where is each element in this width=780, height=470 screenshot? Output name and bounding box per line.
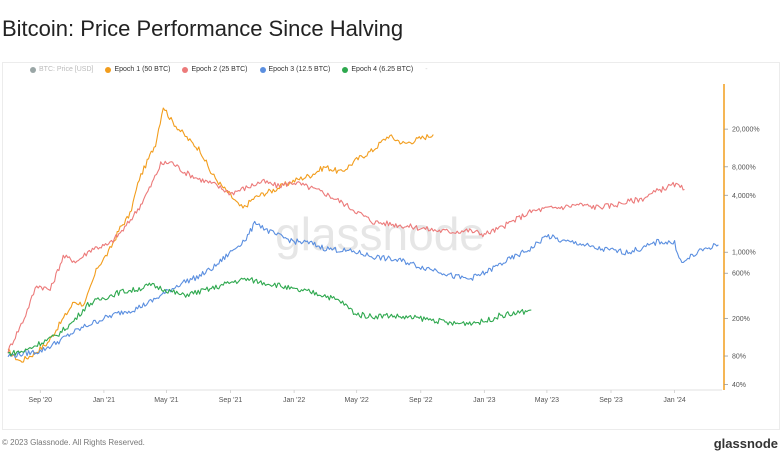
legend-item-btc-price[interactable]: BTC: Price [USD] bbox=[30, 66, 93, 73]
watermark-text: glassnode bbox=[275, 208, 485, 260]
y-tick-label: 8,000% bbox=[732, 164, 756, 171]
legend-dot-epoch-4 bbox=[342, 66, 349, 73]
y-tick-label: 1,000% bbox=[732, 250, 756, 257]
x-tick-label: Jan '24 bbox=[663, 397, 685, 404]
y-tick-label: 600% bbox=[732, 271, 750, 278]
legend-dot-epoch-3 bbox=[259, 66, 266, 73]
legend-dot-epoch-2 bbox=[182, 66, 189, 73]
chart-card bbox=[2, 62, 780, 430]
series-line-epoch-3-12-5-btc bbox=[7, 220, 719, 358]
series-line-epoch-2-25-btc bbox=[7, 160, 685, 354]
x-tick-label: Jan '21 bbox=[93, 397, 115, 404]
x-tick-label: May '22 bbox=[345, 397, 369, 404]
x-tick-label: Jan '23 bbox=[473, 397, 495, 404]
legend-item-epoch-1[interactable]: Epoch 1 (50 BTC) bbox=[105, 66, 170, 73]
x-tick-label: Sep '22 bbox=[409, 397, 433, 404]
legend-more-indicator: - bbox=[425, 66, 428, 73]
chart-legend: BTC: Price [USD] Epoch 1 (50 BTC) Epoch … bbox=[30, 66, 428, 73]
page-title: Bitcoin: Price Performance Since Halving bbox=[2, 16, 404, 41]
legend-item-epoch-2[interactable]: Epoch 2 (25 BTC) bbox=[182, 66, 248, 73]
legend-label-epoch-1: Epoch 1 (50 BTC) bbox=[114, 66, 171, 73]
series-line-epoch-4-6-25-btc bbox=[7, 277, 532, 357]
legend-label-epoch-2: Epoch 2 (25 BTC) bbox=[191, 66, 248, 73]
x-tick-label: Sep '20 bbox=[29, 397, 53, 404]
legend-dot-btc-price bbox=[30, 66, 36, 73]
legend-dot-epoch-1 bbox=[105, 66, 112, 73]
legend-item-epoch-3[interactable]: Epoch 3 (12.5 BTC) bbox=[259, 66, 331, 73]
x-tick-label: May '21 bbox=[154, 397, 178, 404]
brand-logo-text: glassnode bbox=[713, 436, 778, 451]
y-tick-label: 4,000% bbox=[732, 193, 756, 200]
legend-label-epoch-4: Epoch 4 (6.25 BTC) bbox=[351, 66, 414, 73]
y-tick-label: 200% bbox=[732, 316, 750, 323]
legend-label-btc-price: BTC: Price [USD] bbox=[39, 66, 94, 73]
x-tick-label: Sep '23 bbox=[599, 397, 623, 404]
copyright-text: © 2023 Glassnode. All Rights Reserved. bbox=[2, 438, 145, 447]
x-tick-label: May '23 bbox=[535, 397, 559, 404]
x-tick-label: Jan '22 bbox=[283, 397, 305, 404]
y-tick-label: 40% bbox=[732, 382, 746, 389]
y-tick-label: 20,000% bbox=[732, 127, 760, 134]
legend-label-epoch-3: Epoch 3 (12.5 BTC) bbox=[268, 66, 331, 73]
x-tick-label: Sep '21 bbox=[219, 397, 243, 404]
series-line-epoch-1-50-btc bbox=[7, 107, 434, 363]
y-tick-label: 80% bbox=[732, 354, 746, 361]
legend-item-epoch-4[interactable]: Epoch 4 (6.25 BTC) bbox=[342, 66, 413, 73]
